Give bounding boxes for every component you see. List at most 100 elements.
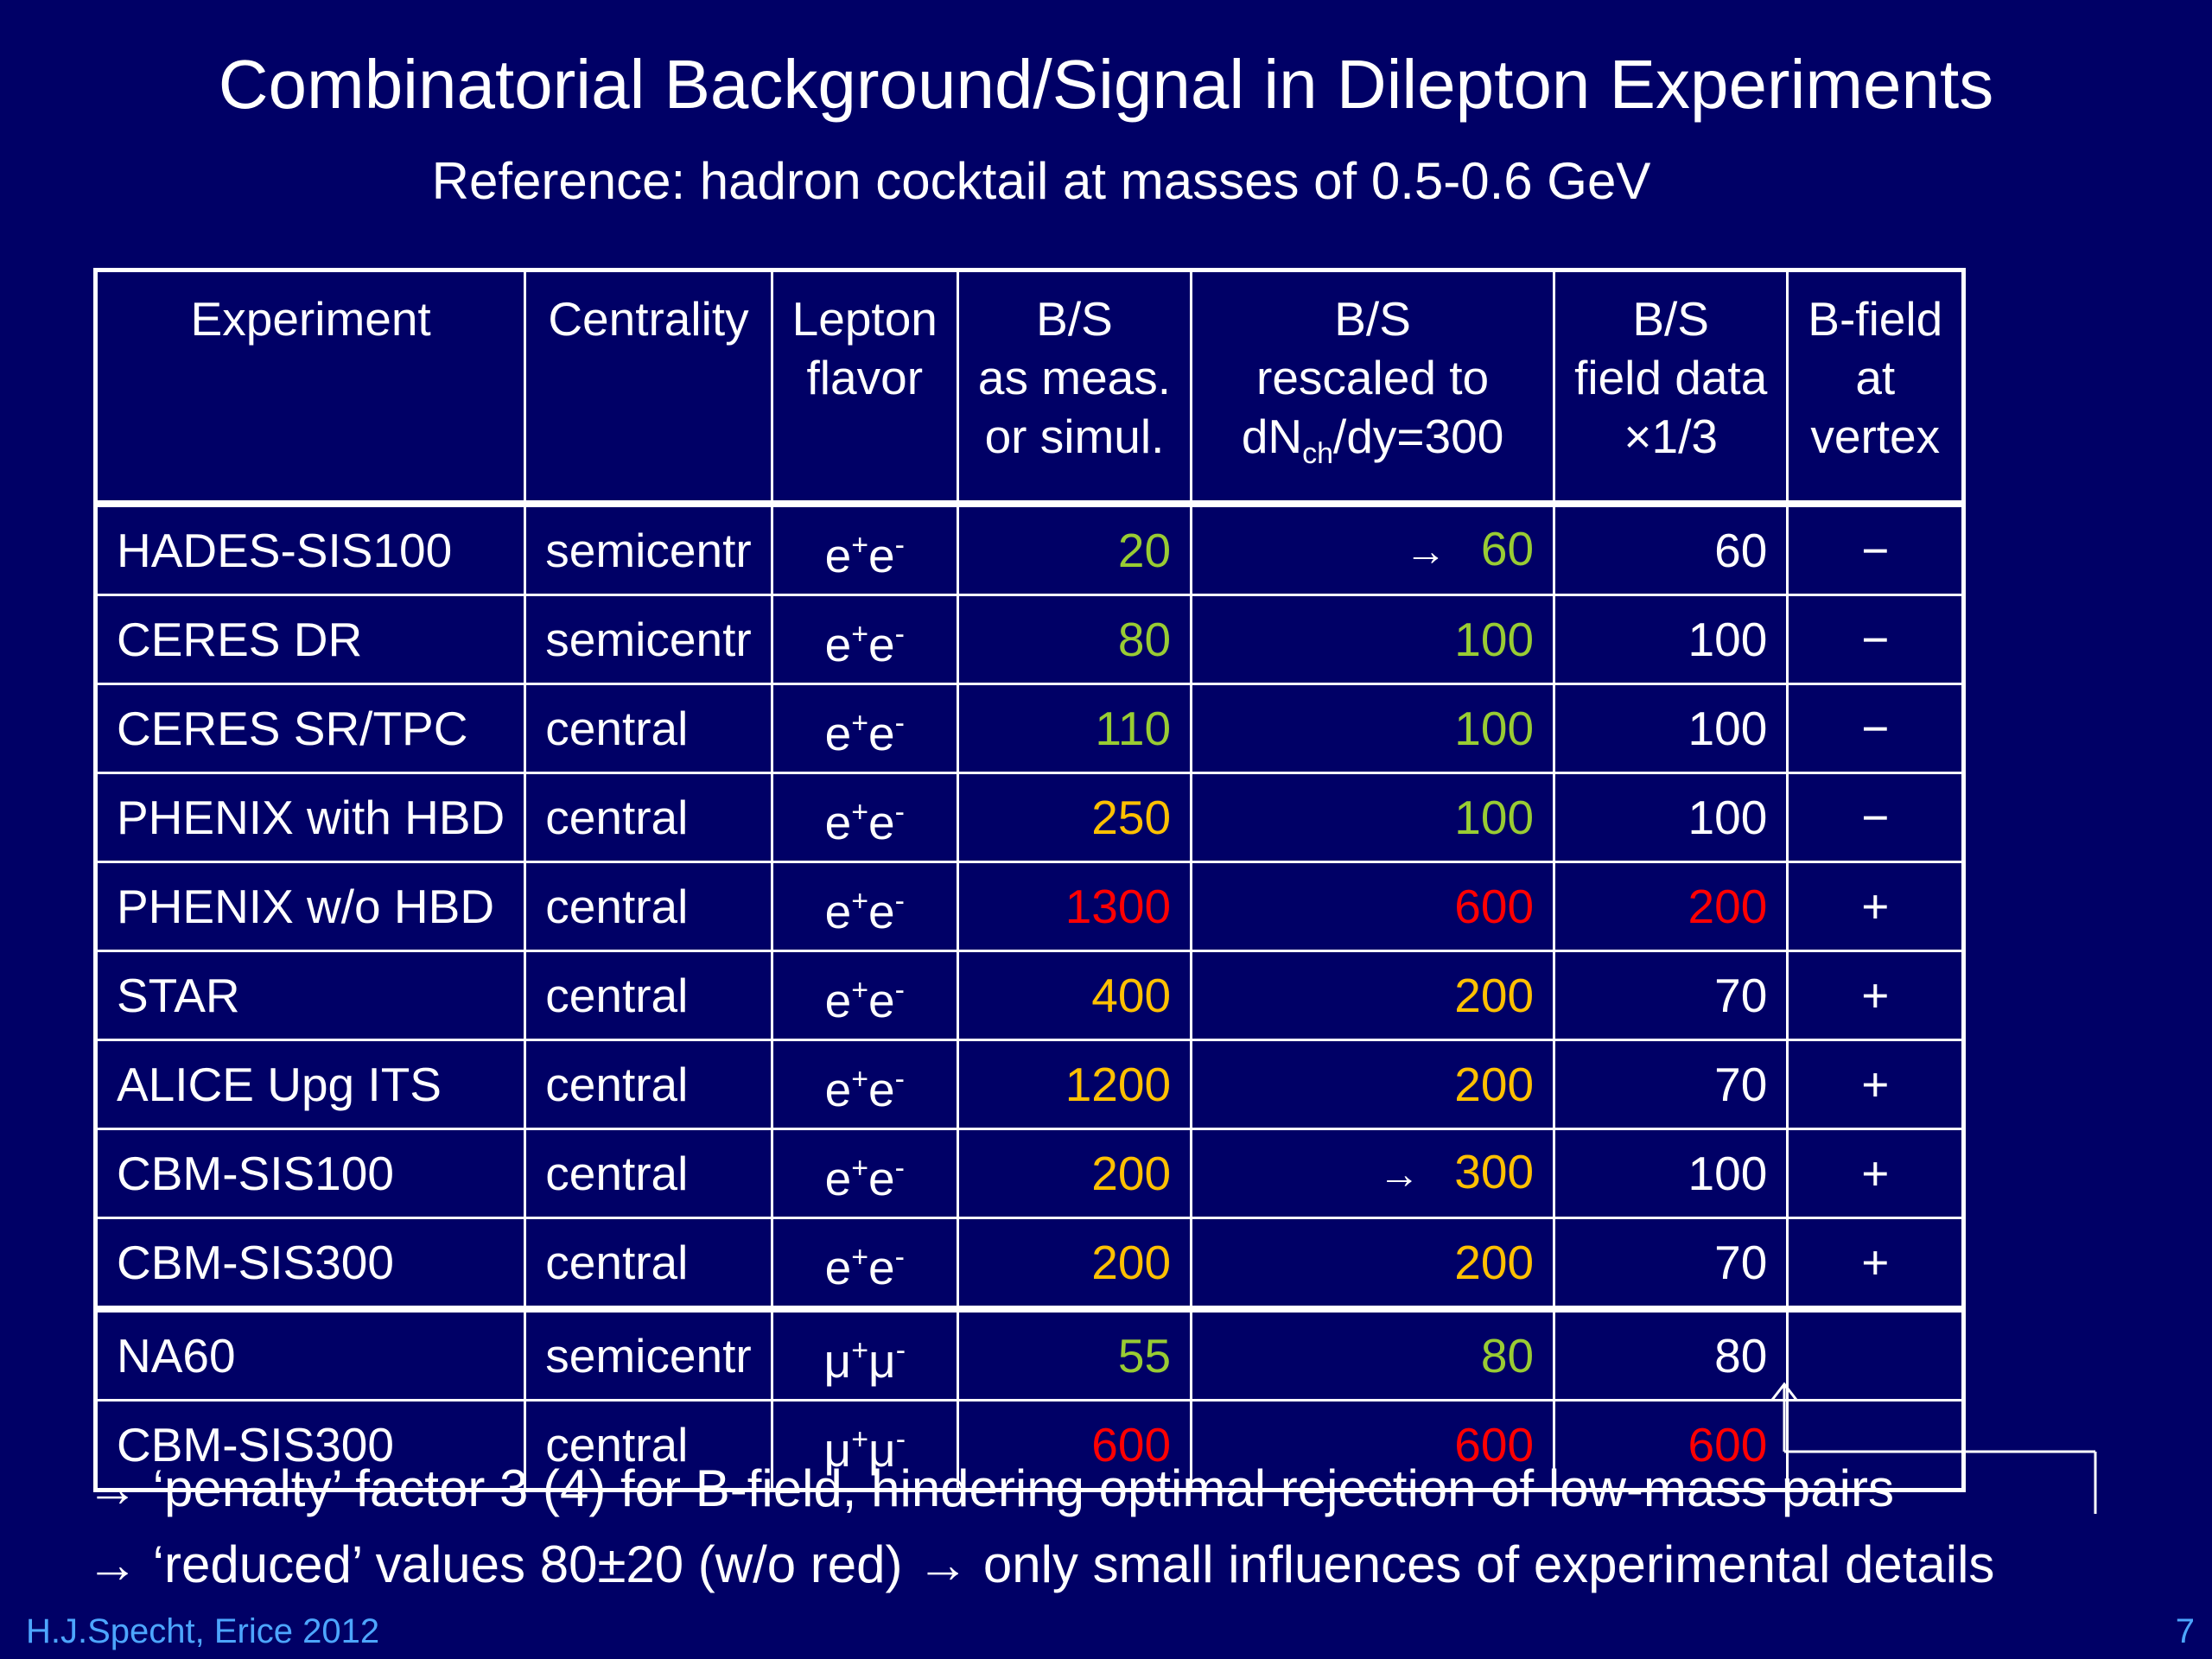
cell-bs-rescaled: 200 — [1190, 1217, 1556, 1311]
right-arrow-icon: → — [86, 1459, 138, 1517]
lepton-charge-2: - — [894, 618, 905, 651]
bs-rescaled-value: 80 — [1480, 1329, 1535, 1382]
lepton-symbol: e — [824, 885, 852, 938]
cell-centrality: central — [524, 1399, 773, 1491]
lepton-charge: + — [851, 1152, 869, 1185]
cell-lepton: e+e- — [770, 772, 959, 863]
cell-lepton: e+e- — [770, 502, 959, 596]
table-row: PHENIX with HBD central e+e- 250 100 100− — [93, 772, 1966, 863]
cell-experiment: NA60 — [93, 1306, 527, 1402]
lepton-charge: + — [851, 529, 869, 562]
right-arrow-icon: → — [917, 1535, 969, 1593]
header-bs-meas-line3: or simul. — [984, 410, 1165, 463]
lepton-charge: + — [851, 707, 869, 740]
lepton-symbol-2: e — [868, 796, 895, 849]
cell-centrality: semicentr — [524, 594, 773, 685]
right-arrow-icon: → — [1404, 529, 1446, 575]
cell-centrality: central — [524, 1128, 773, 1219]
lepton-charge: + — [851, 885, 869, 918]
cell-centrality: central — [524, 772, 773, 863]
cell-bfield: + — [1786, 1128, 1966, 1219]
cell-centrality: central — [524, 861, 773, 952]
lepton-charge-2: - — [894, 1241, 905, 1274]
table-header-row: Experiment Centrality Lepton flavor B/S … — [93, 269, 1966, 505]
cell-experiment: PHENIX with HBD — [93, 772, 527, 863]
bs-rescaled-value: 600 — [1454, 1418, 1535, 1471]
table-row: PHENIX w/o HBD central e+e- 1300 600 200 + — [93, 861, 1966, 952]
cell-bfield: + — [1786, 950, 1966, 1041]
lepton-charge: + — [851, 618, 869, 651]
cell-bs-rescaled: → 300 — [1190, 1128, 1556, 1219]
cell-bfield: − — [1786, 772, 1966, 863]
table-body: HADES-SIS100 semicentr e+e- 20 → 60 60− CERES D… — [93, 502, 1966, 1491]
cell-experiment: CBM-SIS100 — [93, 1128, 527, 1219]
slide-title: Combinatorial Background/Signal in Dilep… — [218, 46, 1994, 123]
cell-experiment: PHENIX w/o HBD — [93, 861, 527, 952]
cell-bfield: − — [1786, 683, 1966, 774]
lepton-charge-2: - — [894, 529, 905, 562]
cell-bfield: + — [1786, 861, 1966, 952]
lepton-charge: + — [851, 974, 869, 1007]
cell-bs-meas: 200 — [956, 1217, 1193, 1311]
header-bfield: B-field at vertex — [1786, 269, 1966, 505]
note-penalty-text: ‘penalty’ factor 3 (4) for B-field, hind… — [138, 1459, 1894, 1517]
cell-bs-rescaled: 600 — [1190, 1399, 1556, 1491]
cell-experiment: STAR — [93, 950, 527, 1041]
note-reduced: → ‘reduced’ values 80±20 (w/o red) → onl… — [86, 1530, 1994, 1599]
cell-bs-meas: 20 — [956, 502, 1193, 596]
lepton-symbol-2: e — [868, 707, 895, 760]
lepton-symbol-2: μ — [868, 1423, 896, 1477]
lepton-symbol-2: e — [868, 618, 895, 671]
table-row: NA60 semicentr μ+μ- 55 80 80 — [93, 1306, 1966, 1402]
header-dn: dN — [1241, 410, 1303, 463]
header-bs-meas-line2: as meas. — [977, 351, 1172, 404]
lepton-symbol-2: e — [868, 1152, 895, 1205]
lepton-charge: + — [851, 1063, 869, 1096]
lepton-charge-2: - — [895, 1423, 906, 1456]
cell-bs-meas: 1300 — [956, 861, 1193, 952]
table-row: CBM-SIS100 central e+e- 200 → 300 100 + — [93, 1128, 1966, 1219]
table-row: ALICE Upg ITS central e+e- 1200 200 70 + — [93, 1039, 1966, 1130]
cell-lepton: μ+μ- — [770, 1399, 959, 1491]
cell-bs-field: 80 — [1553, 1306, 1789, 1402]
bs-rescaled-value: 200 — [1454, 1236, 1535, 1289]
note-reduced-text: ‘reduced’ values 80±20 (w/o red) — [138, 1535, 918, 1593]
cell-experiment: HADES-SIS100 — [93, 502, 527, 596]
page-number: 7 — [2175, 1612, 2195, 1650]
header-bs-field-line1: B/S — [1632, 292, 1709, 346]
cell-bs-meas: 1200 — [956, 1039, 1193, 1130]
bs-rescaled-value: 200 — [1454, 1058, 1535, 1111]
cell-centrality: central — [524, 1039, 773, 1130]
lepton-charge-2: - — [895, 1334, 906, 1367]
cell-bs-rescaled: 200 — [1190, 1039, 1556, 1130]
cell-lepton: e+e- — [770, 1039, 959, 1130]
bs-rescaled-value: 100 — [1454, 613, 1535, 666]
cell-bs-rescaled: 100 — [1190, 594, 1556, 685]
cell-bfield: − — [1786, 502, 1966, 596]
cell-lepton: μ+μ- — [770, 1306, 959, 1402]
cell-experiment: ALICE Upg ITS — [93, 1039, 527, 1130]
bs-rescaled-value: 100 — [1454, 702, 1535, 755]
header-experiment: Experiment — [93, 269, 527, 505]
lepton-symbol-2: e — [868, 529, 895, 582]
cell-bs-field: 100 — [1553, 772, 1789, 863]
right-arrow-icon: → — [86, 1535, 138, 1593]
cell-bs-field: 200 — [1553, 861, 1789, 952]
cell-bs-field: 100 — [1553, 594, 1789, 685]
cell-centrality: central — [524, 950, 773, 1041]
cell-bs-field: 60 — [1553, 502, 1789, 596]
header-bs-field-line2: field data — [1574, 351, 1768, 404]
header-bs-field: B/S field data ×1/3 — [1553, 269, 1789, 505]
header-dy: /dy=300 — [1333, 410, 1504, 463]
cell-bs-rescaled: → 60 — [1190, 502, 1556, 596]
table-row: CERES SR/TPC central e+e- 110 100 100− — [93, 683, 1966, 774]
header-lepton-line2: flavor — [806, 351, 924, 404]
cell-lepton: e+e- — [770, 1217, 959, 1311]
right-arrow-icon: → — [1378, 1152, 1421, 1198]
cell-experiment: CERES DR — [93, 594, 527, 685]
lepton-charge-2: - — [894, 974, 905, 1007]
bs-rescaled-value: 60 — [1480, 522, 1535, 575]
cell-lepton: e+e- — [770, 594, 959, 685]
lepton-symbol-2: e — [868, 974, 895, 1027]
